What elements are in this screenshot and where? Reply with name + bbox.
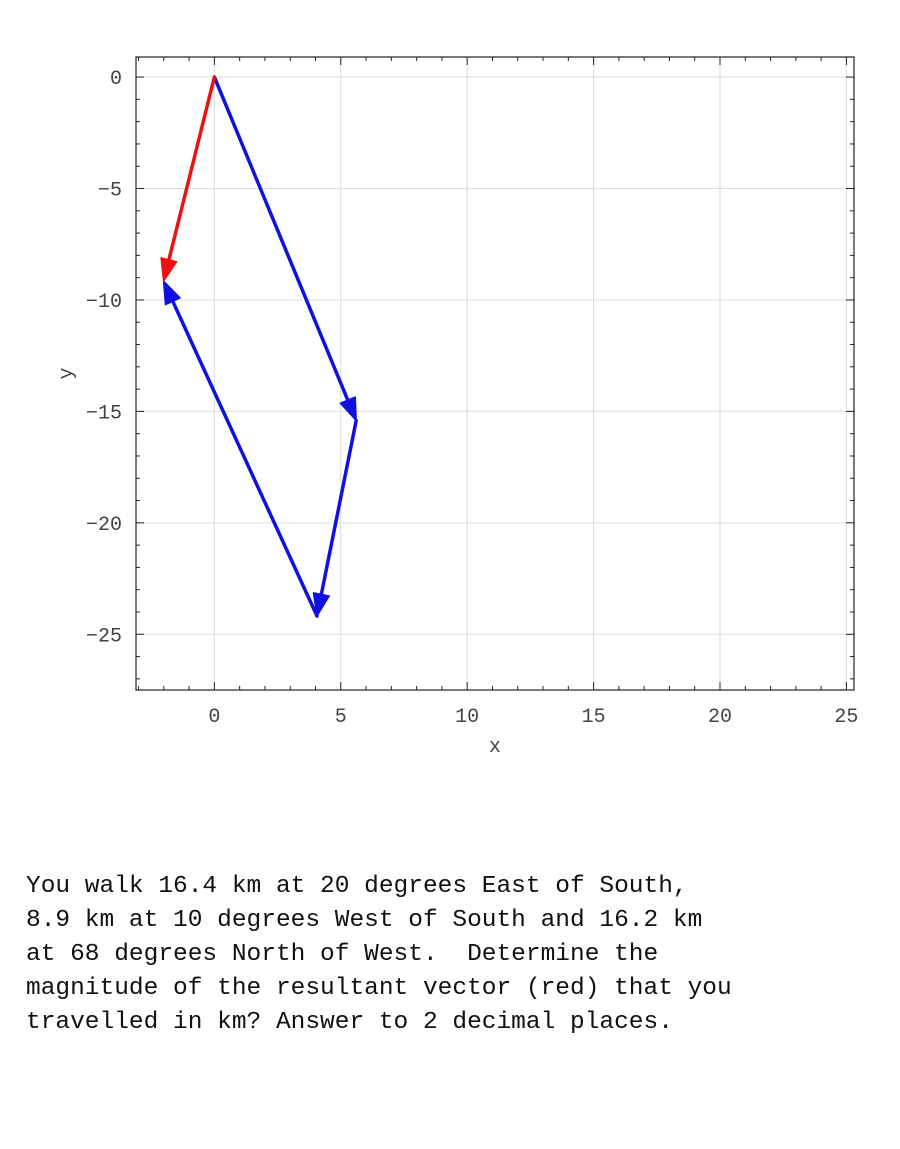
displacement-vector-line xyxy=(319,418,358,599)
y-tick-label: 0 xyxy=(110,68,122,91)
resultant-vector-arrowhead xyxy=(160,257,178,282)
y-axis-label: y xyxy=(56,367,79,379)
x-tick-label: 5 xyxy=(335,706,347,729)
displacement-vector-line xyxy=(170,297,319,618)
grid-lines xyxy=(136,57,854,690)
question-line: at 68 degrees North of West. Determine t… xyxy=(26,941,659,968)
x-tick-label: 0 xyxy=(208,706,220,729)
vector-chart: 0 5 10 15 20 25 0 −5 −10 −15 −20 −25 x y xyxy=(56,56,858,759)
question-line: 8.9 km at 10 degrees West of South and 1… xyxy=(26,907,703,934)
x-tick-label: 15 xyxy=(582,706,606,729)
x-tick-label: 25 xyxy=(834,706,858,729)
question-line: magnitude of the resultant vector (red) … xyxy=(26,975,732,1002)
displacement-vector-line xyxy=(212,75,351,404)
displacement-vector-arrowhead xyxy=(339,396,357,422)
y-tick-label: −25 xyxy=(86,625,122,648)
y-tick-label: −10 xyxy=(86,291,122,314)
displacement-vector-arrowhead xyxy=(162,280,181,306)
x-tick-label: 20 xyxy=(708,706,732,729)
x-tick-label: 10 xyxy=(455,706,479,729)
displacement-vector-arrowhead xyxy=(312,592,330,617)
plot-frame xyxy=(135,56,855,691)
question-line: travelled in km? Answer to 2 decimal pla… xyxy=(26,1009,673,1036)
axis-ticks: 0 5 10 15 20 25 0 −5 −10 −15 −20 −25 xyxy=(86,57,858,729)
x-axis-label: x xyxy=(489,736,501,759)
question-line: You walk 16.4 km at 20 degrees East of S… xyxy=(26,873,688,900)
vectors xyxy=(160,75,358,618)
question-text: You walk 16.4 km at 20 degrees East of S… xyxy=(26,870,886,1040)
resultant-vector-line xyxy=(166,75,217,264)
y-tick-label: −20 xyxy=(86,514,122,537)
y-tick-label: −5 xyxy=(98,180,122,203)
y-tick-label: −15 xyxy=(86,402,122,425)
